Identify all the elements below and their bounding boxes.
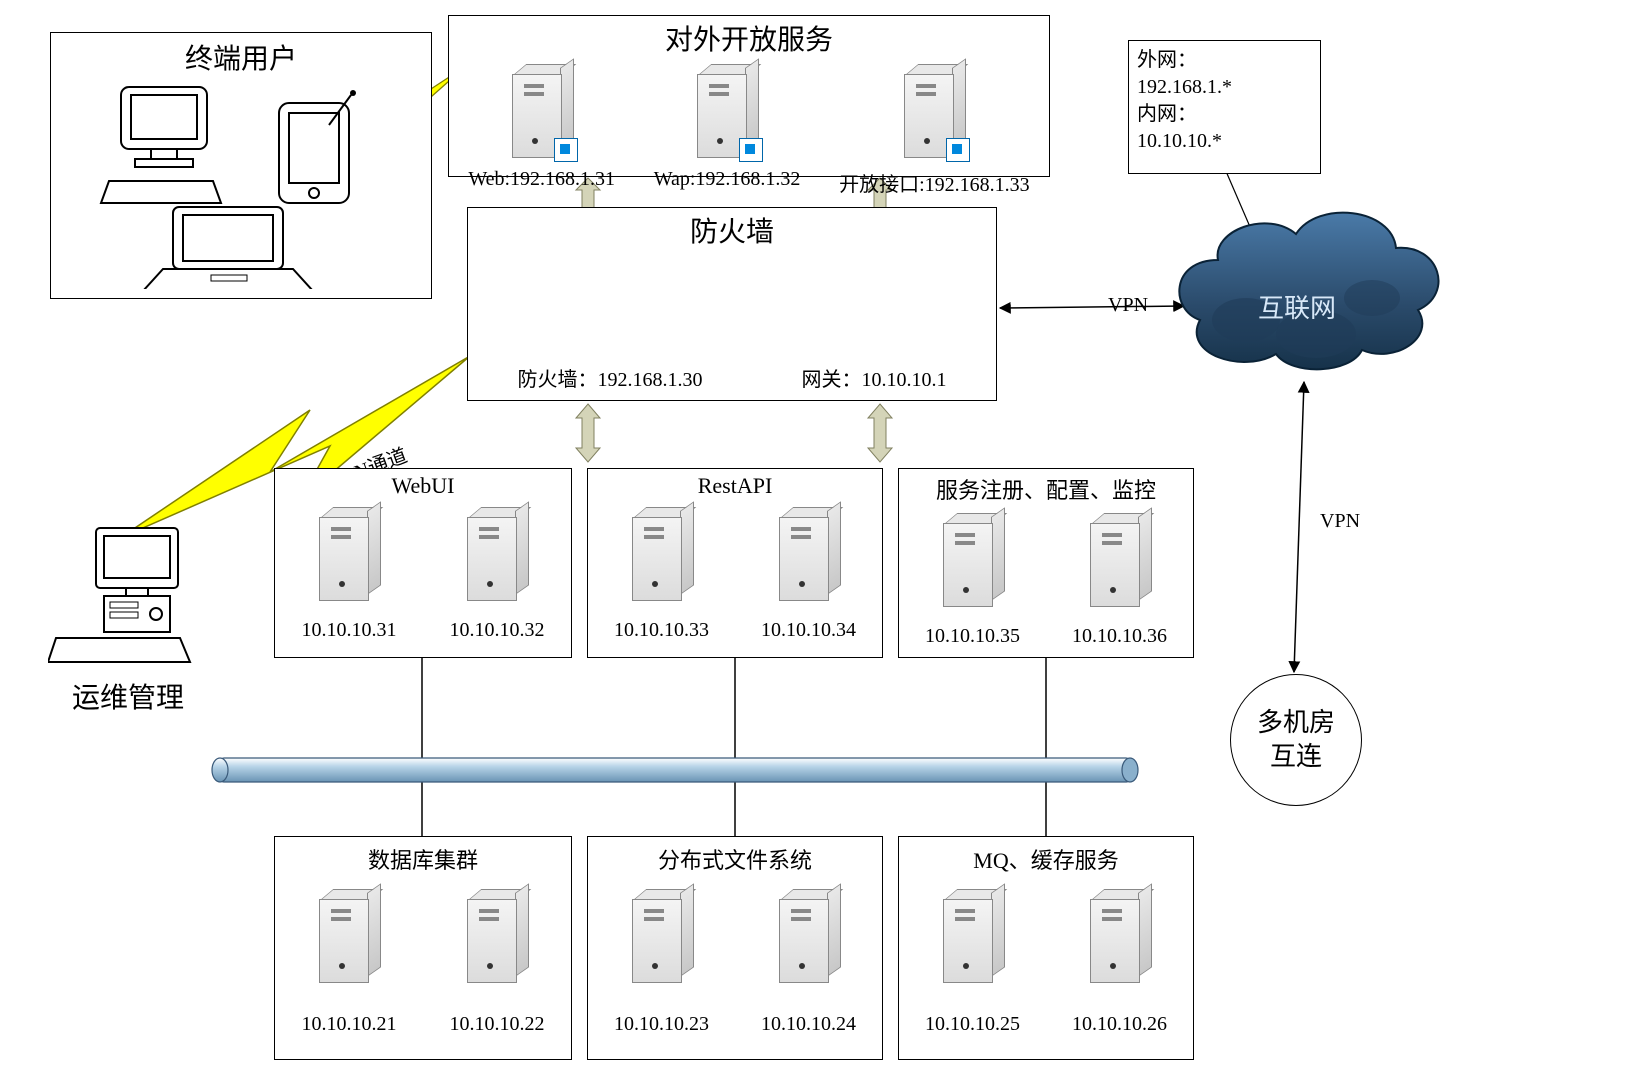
group-webui-title: WebUI [275, 473, 571, 499]
server-icon [632, 889, 692, 981]
vpn-label-2: VPN [1320, 510, 1360, 533]
ip-label: 10.10.10.34 [761, 619, 856, 642]
terminal-users-box: 终端用户 [50, 32, 432, 299]
firewall-title: 防火墙 [468, 210, 996, 250]
server-icon [467, 889, 527, 981]
ip-label: 10.10.10.33 [614, 619, 709, 642]
bidir-arrow-4 [868, 404, 892, 462]
group-webui: WebUI 10.10.10.31 10.10.10.32 [274, 468, 572, 658]
firewall-ip-label: 防火墙：192.168.1.30 [518, 363, 703, 392]
netinfo-line1: 外网： [1137, 47, 1312, 74]
terminal-devices-icon [51, 69, 431, 289]
bidir-arrow-3 [576, 404, 600, 462]
public-service-wap-label: Wap:192.168.1.32 [654, 168, 801, 191]
ip-label: 10.10.10.36 [1072, 625, 1167, 648]
gateway-ip-label: 网关：10.10.10.1 [802, 363, 947, 392]
internet-cloud-label: 互联网 [1258, 288, 1336, 325]
group-restapi-title: RestAPI [588, 473, 882, 499]
ip-label: 10.10.10.35 [925, 625, 1020, 648]
line-cloud-multiroom [1294, 382, 1304, 672]
public-service-api: 开放接口:192.168.1.33 [839, 64, 1030, 197]
public-service-api-label: 开放接口:192.168.1.33 [839, 168, 1030, 197]
ops-mgmt: 运维管理 [38, 520, 218, 716]
server-icon [467, 507, 527, 599]
group-registry: 服务注册、配置、监控 10.10.10.35 10.10.10.36 [898, 468, 1194, 658]
server-icon [779, 507, 839, 599]
public-service-web: Web:192.168.1.31 [468, 64, 615, 197]
network-info-box: 外网： 192.168.1.* 内网： 10.10.10.* [1128, 40, 1321, 174]
group-restapi: RestAPI 10.10.10.33 10.10.10.34 [587, 468, 883, 658]
server-icon [632, 507, 692, 599]
group-mq-title: MQ、缓存服务 [899, 843, 1193, 875]
ip-label: 10.10.10.23 [614, 1013, 709, 1036]
ip-label: 10.10.10.21 [302, 1013, 397, 1036]
public-services-title: 对外开放服务 [449, 18, 1049, 58]
server-icon [943, 513, 1003, 605]
ip-label: 10.10.10.24 [761, 1013, 856, 1036]
public-service-wap: Wap:192.168.1.32 [654, 64, 801, 197]
server-icon [319, 889, 379, 981]
group-dfs-title: 分布式文件系统 [588, 843, 882, 875]
ops-mgmt-label: 运维管理 [38, 676, 218, 716]
public-service-web-label: Web:192.168.1.31 [468, 168, 615, 191]
line-fw-cloud [1000, 306, 1184, 308]
multiroom-label: 多机房 互连 [1257, 706, 1335, 774]
group-mq: MQ、缓存服务 10.10.10.25 10.10.10.26 [898, 836, 1194, 1060]
netinfo-line4: 10.10.10.* [1137, 128, 1312, 155]
group-db: 数据库集群 10.10.10.21 10.10.10.22 [274, 836, 572, 1060]
server-icon [1090, 889, 1150, 981]
netinfo-line2: 192.168.1.* [1137, 74, 1312, 101]
server-icon [319, 507, 379, 599]
ip-label: 10.10.10.25 [925, 1013, 1020, 1036]
bus-pipe [212, 758, 1138, 782]
server-icon [943, 889, 1003, 981]
firewall-box: 防火墙 防火墙：192.168.1.30 网关：10.10.10.1 [467, 207, 997, 401]
server-icon [1090, 513, 1150, 605]
group-dfs: 分布式文件系统 10.10.10.23 10.10.10.24 [587, 836, 883, 1060]
vpn-label-1: VPN [1108, 294, 1148, 317]
server-icon [697, 64, 757, 156]
ip-label: 10.10.10.31 [302, 619, 397, 642]
public-services-box: 对外开放服务 Web:192.168.1.31 Wap:192.168.1.32 [448, 15, 1050, 177]
diagram-stage: 终端用户 对外开放服务 [0, 0, 1630, 1090]
server-icon [779, 889, 839, 981]
multiroom-circle: 多机房 互连 [1230, 674, 1362, 806]
group-db-title: 数据库集群 [275, 843, 571, 875]
server-icon [512, 64, 572, 156]
netinfo-line3: 内网： [1137, 101, 1312, 128]
server-icon [904, 64, 964, 156]
ops-computer-icon [48, 520, 208, 670]
ip-label: 10.10.10.22 [450, 1013, 545, 1036]
group-registry-title: 服务注册、配置、监控 [899, 473, 1193, 505]
ip-label: 10.10.10.26 [1072, 1013, 1167, 1036]
ip-label: 10.10.10.32 [450, 619, 545, 642]
